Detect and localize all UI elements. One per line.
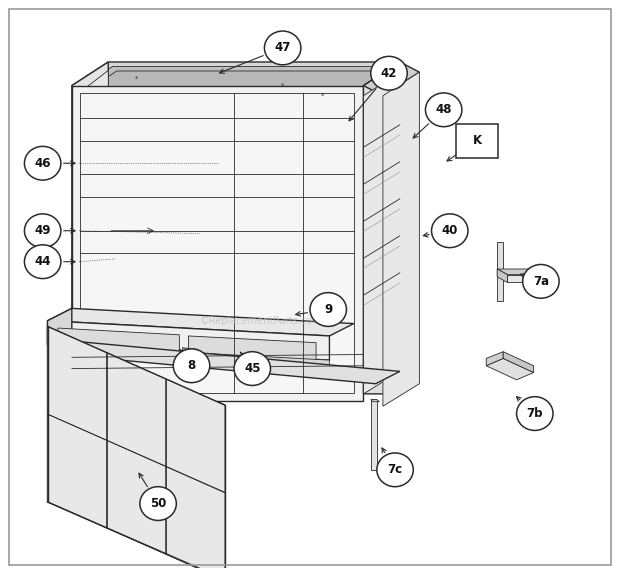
Polygon shape bbox=[81, 93, 354, 393]
Text: 7b: 7b bbox=[526, 407, 543, 420]
Polygon shape bbox=[76, 67, 396, 90]
Polygon shape bbox=[107, 352, 166, 467]
Circle shape bbox=[173, 349, 210, 383]
Polygon shape bbox=[48, 414, 107, 528]
Text: 48: 48 bbox=[435, 103, 452, 117]
Polygon shape bbox=[48, 321, 329, 360]
Circle shape bbox=[140, 487, 176, 521]
Polygon shape bbox=[166, 467, 225, 574]
Polygon shape bbox=[72, 62, 400, 86]
Polygon shape bbox=[371, 400, 377, 470]
Text: 44: 44 bbox=[34, 255, 51, 268]
Polygon shape bbox=[383, 72, 419, 406]
Text: *: * bbox=[321, 93, 324, 99]
Polygon shape bbox=[486, 352, 503, 366]
Text: 42: 42 bbox=[381, 67, 397, 80]
Polygon shape bbox=[363, 62, 400, 394]
Circle shape bbox=[516, 397, 553, 430]
Polygon shape bbox=[58, 328, 179, 356]
Polygon shape bbox=[497, 269, 550, 274]
Circle shape bbox=[24, 245, 61, 278]
Polygon shape bbox=[188, 336, 316, 363]
Text: 8: 8 bbox=[187, 359, 196, 373]
Circle shape bbox=[310, 293, 347, 327]
Text: 50: 50 bbox=[150, 497, 166, 510]
Polygon shape bbox=[81, 71, 392, 95]
Circle shape bbox=[24, 214, 61, 247]
Polygon shape bbox=[48, 341, 400, 384]
Polygon shape bbox=[48, 345, 329, 369]
Circle shape bbox=[371, 56, 407, 90]
Polygon shape bbox=[166, 379, 225, 493]
Text: K: K bbox=[472, 134, 482, 148]
Polygon shape bbox=[507, 274, 550, 282]
Text: 40: 40 bbox=[441, 224, 458, 237]
Circle shape bbox=[234, 352, 270, 386]
Polygon shape bbox=[363, 72, 400, 394]
Polygon shape bbox=[371, 400, 379, 402]
Polygon shape bbox=[72, 86, 363, 401]
Text: 49: 49 bbox=[34, 224, 51, 237]
Polygon shape bbox=[486, 358, 534, 380]
Polygon shape bbox=[497, 269, 507, 282]
Circle shape bbox=[432, 214, 468, 247]
Polygon shape bbox=[48, 308, 354, 336]
Polygon shape bbox=[72, 62, 108, 417]
Text: *: * bbox=[281, 83, 285, 88]
Text: 45: 45 bbox=[244, 362, 260, 375]
Text: ©ReplacementParts.com: ©ReplacementParts.com bbox=[200, 316, 322, 326]
FancyBboxPatch shape bbox=[456, 123, 498, 158]
Polygon shape bbox=[503, 352, 534, 373]
Text: 47: 47 bbox=[275, 41, 291, 55]
Circle shape bbox=[264, 31, 301, 65]
Polygon shape bbox=[497, 242, 503, 301]
Text: 7a: 7a bbox=[533, 275, 549, 288]
Circle shape bbox=[425, 93, 462, 127]
Polygon shape bbox=[48, 308, 72, 345]
Circle shape bbox=[377, 453, 414, 487]
Polygon shape bbox=[363, 62, 419, 96]
Circle shape bbox=[24, 146, 61, 180]
Text: 9: 9 bbox=[324, 303, 332, 316]
Polygon shape bbox=[107, 440, 166, 554]
Polygon shape bbox=[182, 348, 198, 356]
Text: 46: 46 bbox=[34, 157, 51, 170]
Polygon shape bbox=[79, 71, 108, 413]
Polygon shape bbox=[48, 327, 225, 574]
Polygon shape bbox=[48, 327, 107, 440]
Text: 7c: 7c bbox=[388, 463, 402, 476]
Text: *: * bbox=[135, 76, 138, 82]
Circle shape bbox=[523, 265, 559, 298]
